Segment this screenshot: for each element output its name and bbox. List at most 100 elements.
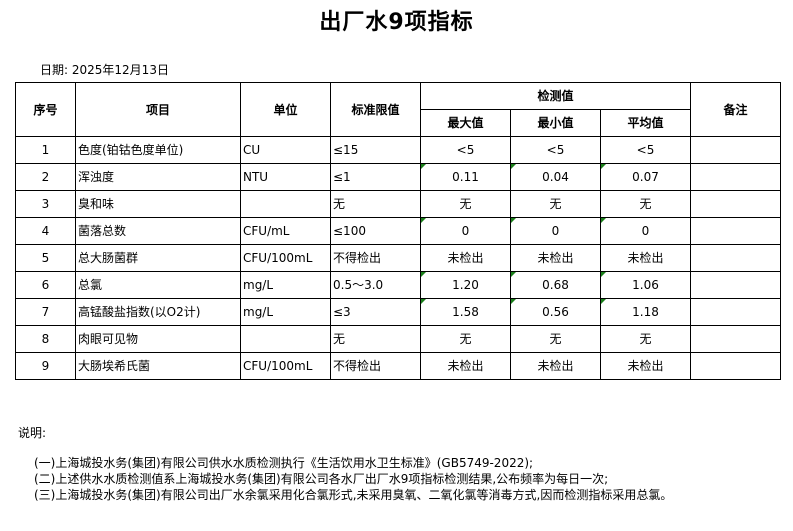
cell-avg: 0.07	[600, 163, 691, 191]
cell-max: 未检出	[420, 352, 511, 380]
table-row: 7 高锰酸盐指数(以O2计) mg/L ≤3 1.58 0.56 1.18	[15, 298, 781, 326]
cell-limit: 不得检出	[330, 352, 421, 380]
header-limit: 标准限值	[330, 82, 421, 137]
cell-remark	[690, 271, 781, 299]
cell-remark	[690, 352, 781, 380]
cell-unit: CFU/100mL	[240, 244, 331, 272]
table-row: 5 总大肠菌群 CFU/100mL 不得检出 未检出 未检出 未检出	[15, 244, 781, 272]
cell-item: 菌落总数	[75, 217, 241, 245]
cell-unit: CFU/mL	[240, 217, 331, 245]
cell-limit: ≤1	[330, 163, 421, 191]
cell-limit: 不得检出	[330, 244, 421, 272]
cell-min: 0.04	[510, 163, 601, 191]
table-row: 1 色度(铂钴色度单位) CU ≤15 <5 <5 <5	[15, 136, 781, 164]
cell-no: 5	[15, 244, 76, 272]
table-row: 6 总氯 mg/L 0.5～3.0 1.20 0.68 1.06	[15, 271, 781, 299]
cell-unit: CU	[240, 136, 331, 164]
cell-unit: mg/L	[240, 271, 331, 299]
cell-min: 未检出	[510, 244, 601, 272]
water-quality-table: 序号 项目 单位 标准限值 检测值 备注 最大值 最小值 平均值 1 色度(铂钴色…	[15, 82, 781, 380]
cell-limit: 无	[330, 325, 421, 353]
cell-max: 0.11	[420, 163, 511, 191]
cell-min: 未检出	[510, 352, 601, 380]
cell-item: 高锰酸盐指数(以O2计)	[75, 298, 241, 326]
date-value: 2025年12月13日	[71, 63, 169, 77]
notes: 说明: (一)上海城投水务(集团)有限公司供水水质检测执行《生活饮用水卫生标准》…	[18, 424, 672, 503]
cell-unit: CFU/100mL	[240, 352, 331, 380]
cell-item: 色度(铂钴色度单位)	[75, 136, 241, 164]
cell-no: 6	[15, 271, 76, 299]
cell-min: 0.56	[510, 298, 601, 326]
cell-max: <5	[420, 136, 511, 164]
cell-limit: ≤15	[330, 136, 421, 164]
date-label: 日期:	[40, 63, 69, 77]
cell-unit	[240, 325, 331, 353]
cell-item: 总氯	[75, 271, 241, 299]
cell-no: 9	[15, 352, 76, 380]
cell-limit: ≤100	[330, 217, 421, 245]
cell-limit: 0.5～3.0	[330, 271, 421, 299]
cell-avg: 1.06	[600, 271, 691, 299]
page-title: 出厂水9项指标	[319, 10, 474, 35]
cell-avg: 无	[600, 190, 691, 218]
notes-heading: 说明:	[18, 426, 47, 440]
table-row: 4 菌落总数 CFU/mL ≤100 0 0 0	[15, 217, 781, 245]
cell-max: 未检出	[420, 244, 511, 272]
table-row: 9 大肠埃希氏菌 CFU/100mL 不得检出 未检出 未检出 未检出	[15, 352, 781, 380]
cell-no: 8	[15, 325, 76, 353]
cell-remark	[690, 298, 781, 326]
table-row: 3 臭和味无无无无	[15, 190, 781, 218]
cell-unit: mg/L	[240, 298, 331, 326]
cell-remark	[690, 325, 781, 353]
cell-limit: ≤3	[330, 298, 421, 326]
header-item: 项目	[75, 82, 241, 137]
header-avg: 平均值	[600, 109, 691, 137]
cell-avg: 0	[600, 217, 691, 245]
cell-remark	[690, 163, 781, 191]
cell-limit: 无	[330, 190, 421, 218]
table-row: 2 浑浊度 NTU ≤1 0.11 0.04 0.07	[15, 163, 781, 191]
cell-remark	[690, 136, 781, 164]
cell-avg: 1.18	[600, 298, 691, 326]
cell-no: 4	[15, 217, 76, 245]
cell-no: 1	[15, 136, 76, 164]
cell-min: 0.68	[510, 271, 601, 299]
cell-max: 无	[420, 190, 511, 218]
cell-remark	[690, 217, 781, 245]
header-unit: 单位	[240, 82, 331, 137]
cell-item: 大肠埃希氏菌	[75, 352, 241, 380]
header-max: 最大值	[420, 109, 511, 137]
cell-no: 3	[15, 190, 76, 218]
cell-avg: <5	[600, 136, 691, 164]
note-line: (一)上海城投水务(集团)有限公司供水水质检测执行《生活饮用水卫生标准》(GB5…	[34, 456, 534, 470]
cell-max: 0	[420, 217, 511, 245]
header-min: 最小值	[510, 109, 601, 137]
cell-item: 臭和味	[75, 190, 241, 218]
report-date: 日期: 2025年12月13日	[40, 61, 169, 78]
cell-remark	[690, 190, 781, 218]
cell-min: <5	[510, 136, 601, 164]
cell-no: 2	[15, 163, 76, 191]
cell-item: 肉眼可见物	[75, 325, 241, 353]
note-line: (三)上海城投水务(集团)有限公司出厂水余氯采用化合氯形式,未采用臭氧、二氧化氯…	[34, 488, 673, 502]
header-no: 序号	[15, 82, 76, 137]
cell-min: 0	[510, 217, 601, 245]
table-row: 8 肉眼可见物无无无无	[15, 325, 781, 353]
cell-no: 7	[15, 298, 76, 326]
cell-max: 1.20	[420, 271, 511, 299]
cell-avg: 未检出	[600, 244, 691, 272]
cell-avg: 未检出	[600, 352, 691, 380]
note-line: (二)上述供水水质检测值系上海城投水务(集团)有限公司各水厂出厂水9项指标检测结…	[34, 472, 609, 486]
cell-remark	[690, 244, 781, 272]
cell-min: 无	[510, 190, 601, 218]
header-remark: 备注	[690, 82, 781, 137]
cell-avg: 无	[600, 325, 691, 353]
cell-unit	[240, 190, 331, 218]
cell-item: 总大肠菌群	[75, 244, 241, 272]
cell-max: 无	[420, 325, 511, 353]
cell-max: 1.58	[420, 298, 511, 326]
cell-min: 无	[510, 325, 601, 353]
cell-unit: NTU	[240, 163, 331, 191]
header-detect: 检测值	[420, 82, 691, 110]
cell-item: 浑浊度	[75, 163, 241, 191]
